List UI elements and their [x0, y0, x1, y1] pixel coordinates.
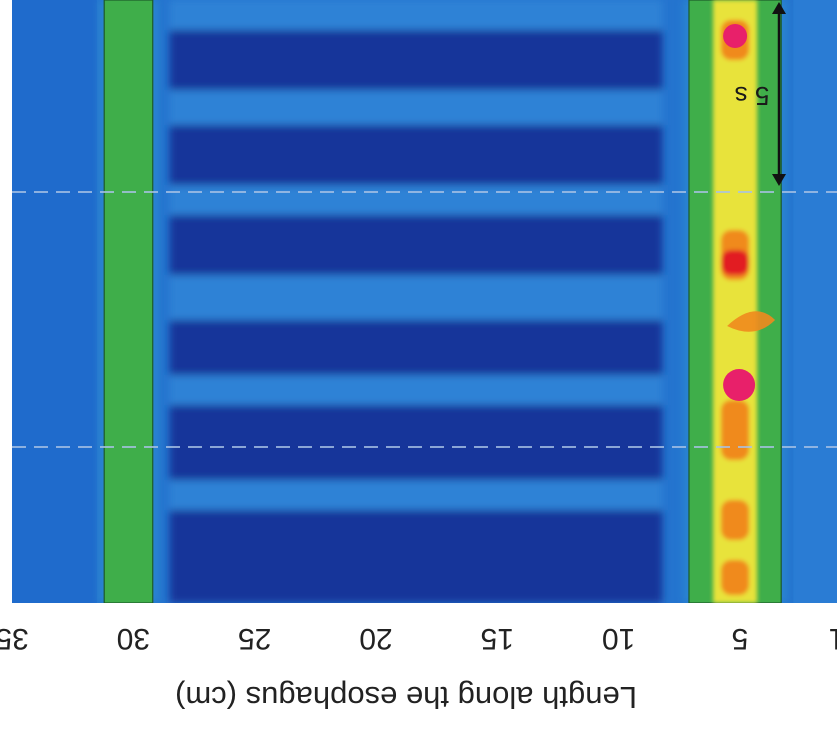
x-tick-label: 20 — [359, 622, 392, 655]
pressure-zone-0 — [682, 0, 788, 603]
time-scale-bar: 5 s — [735, 2, 786, 186]
pressure-zones — [98, 0, 788, 603]
scale-bar-arrow-top — [772, 2, 786, 14]
x-axis-label: Length along the esophagus (cm) — [175, 680, 637, 715]
distal-field — [12, 0, 837, 603]
time-band-4 — [169, 185, 663, 215]
hot-spot-5 — [721, 560, 750, 595]
swallow-spike — [727, 311, 776, 332]
time-band-6 — [169, 275, 663, 320]
x-axis-ticks: 15101520253035 — [0, 622, 837, 655]
x-tick-label: 25 — [238, 622, 271, 655]
time-bands — [169, 0, 663, 603]
dashed-reference-lines — [12, 191, 837, 448]
distal-field-region — [12, 0, 97, 603]
hot-spot-2 — [721, 250, 750, 275]
proximal-field-region — [793, 0, 837, 603]
zone-hot-core — [713, 0, 758, 603]
time-band-3 — [169, 125, 663, 185]
hot-spot-4 — [721, 500, 750, 540]
time-band-8 — [169, 375, 663, 405]
time-band-7 — [169, 320, 663, 375]
x-tick-label: 5 — [732, 622, 749, 655]
heatmap-plot-area: 5 s — [12, 0, 837, 603]
hot-spot-3 — [721, 400, 750, 460]
peak-marker-2 — [723, 369, 756, 401]
time-band-5 — [169, 215, 663, 275]
peak-marker-1 — [723, 24, 748, 48]
x-tick-label: 1 — [829, 622, 837, 655]
time-band-9 — [169, 405, 663, 480]
time-band-2 — [169, 90, 663, 125]
x-tick-label: 30 — [117, 622, 150, 655]
time-band-11 — [169, 510, 663, 603]
time-band-0 — [169, 0, 663, 30]
x-tick-label: 35 — [0, 622, 29, 655]
x-tick-label: 10 — [602, 622, 635, 655]
scale-bar-arrow-bottom — [772, 174, 786, 186]
scale-bar-label: 5 s — [735, 81, 770, 111]
time-band-1 — [169, 30, 663, 90]
time-band-10 — [169, 480, 663, 510]
zone-green — [103, 0, 154, 603]
x-tick-label: 15 — [481, 622, 514, 655]
pressure-zone-1 — [98, 0, 159, 603]
